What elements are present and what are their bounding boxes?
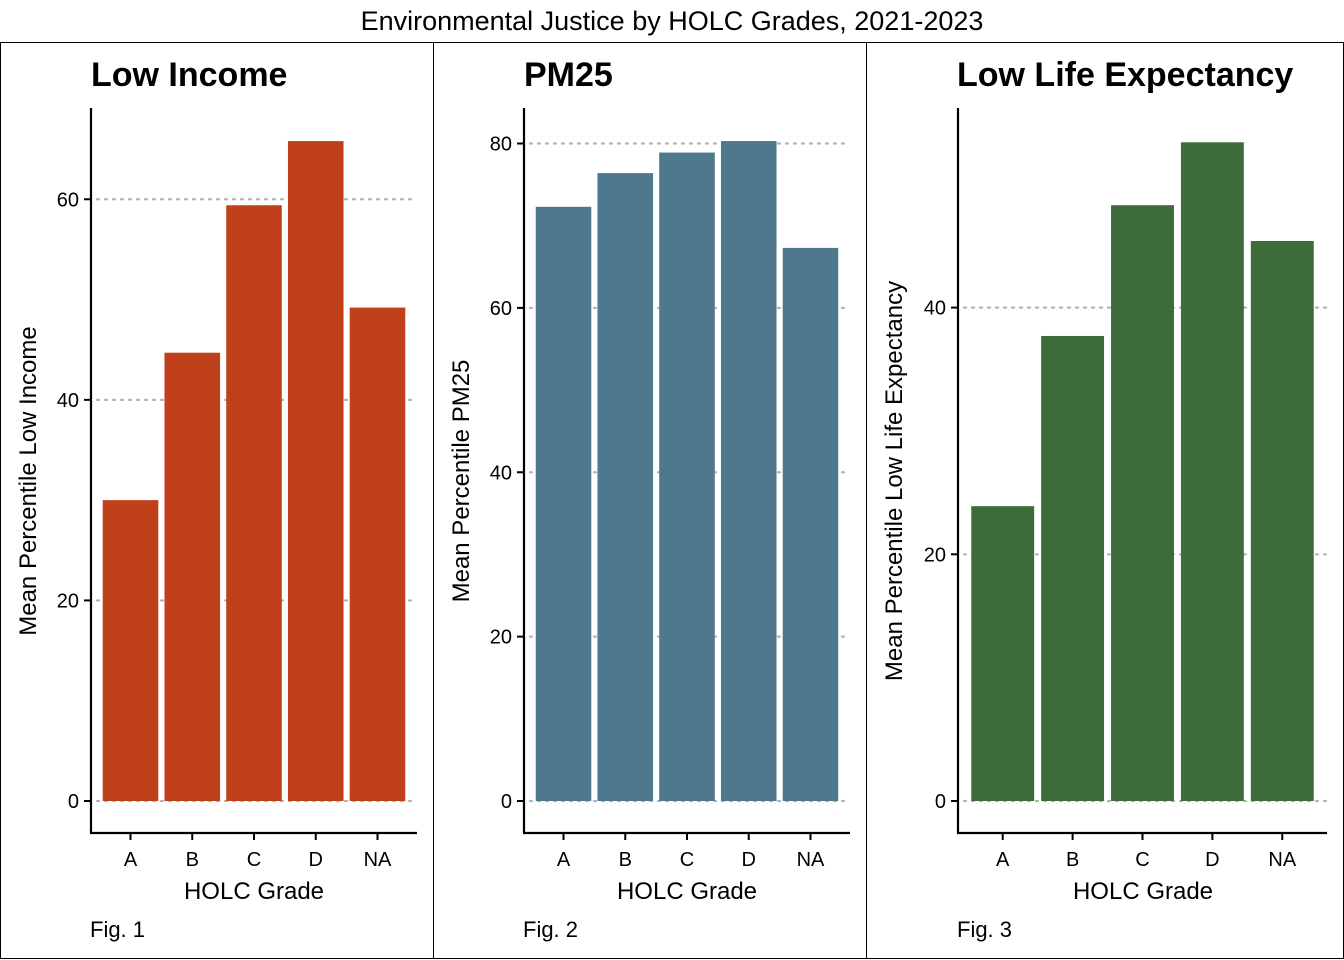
x-tick-label: NA — [1268, 849, 1296, 871]
bar-d — [1180, 142, 1244, 801]
figure-caption: Fig. 3 — [957, 917, 1013, 942]
bar-b — [1041, 335, 1105, 801]
bar-c — [659, 152, 715, 801]
y-tick-label: 0 — [935, 791, 946, 813]
bar-c — [226, 205, 282, 801]
y-tick-label: 40 — [924, 298, 946, 320]
y-tick-label: 20 — [57, 590, 79, 612]
y-axis-title: Mean Percentile Low Income — [15, 326, 42, 636]
x-tick-label: A — [557, 849, 571, 871]
x-tick-label: NA — [364, 849, 392, 871]
bar-a — [971, 506, 1035, 801]
x-tick-label: B — [1066, 849, 1079, 871]
x-tick-label: A — [996, 849, 1010, 871]
y-axis-title: Mean Percentile PM25 — [448, 360, 475, 603]
bar-na — [782, 247, 839, 801]
x-tick-label: C — [247, 849, 261, 871]
bar-a — [102, 500, 159, 801]
figure-caption: Fig. 1 — [90, 917, 146, 942]
bar-na — [1250, 240, 1314, 802]
panel-low-life-expectancy: Low Life Expectancy 0 20 40 A B C D NA HOLC Grad… — [866, 42, 1344, 959]
bar-d — [287, 141, 344, 801]
panel-low-income: Low Income 0 20 40 60 A B C D NA HOLC Grade Mean P… — [0, 42, 434, 959]
x-tick-label: NA — [797, 849, 825, 871]
bar-d — [720, 141, 777, 801]
bar-na — [349, 307, 406, 801]
x-tick-label: D — [742, 849, 756, 871]
chart-low-income: 0 20 40 60 A B C D NA HOLC Grade Mean Percentile L… — [15, 108, 419, 905]
x-axis-title: HOLC Grade — [1073, 878, 1213, 905]
figure-caption: Fig. 2 — [523, 917, 579, 942]
y-tick-label: 20 — [924, 544, 946, 566]
panel-pm25: PM25 0 20 40 60 80 A B C D NA HOLC Grade Mean Perce… — [433, 42, 867, 959]
panel-title: Low Life Expectancy — [957, 56, 1294, 94]
x-axis-title: HOLC Grade — [617, 878, 757, 905]
x-tick-label: B — [619, 849, 632, 871]
bar-b — [597, 173, 654, 802]
y-tick-label: 0 — [68, 791, 79, 813]
panel-title: Low Income — [91, 56, 288, 94]
y-tick-label: 40 — [490, 462, 512, 484]
x-tick-label: C — [1135, 849, 1149, 871]
chart-pm25: 0 20 40 60 80 A B C D NA HOLC Grade Mean Percentile… — [448, 108, 852, 905]
y-tick-label: 60 — [57, 189, 79, 211]
x-tick-label: A — [124, 849, 138, 871]
y-tick-label: 80 — [490, 134, 512, 156]
x-tick-label: B — [186, 849, 199, 871]
x-tick-label: D — [1205, 849, 1219, 871]
figure-title: Environmental Justice by HOLC Grades, 20… — [360, 6, 984, 36]
y-tick-label: 40 — [57, 390, 79, 412]
bar-b — [164, 352, 221, 801]
chart-low-life-expectancy: 0 20 40 A B C D NA HOLC Grade Mean Percentile Low… — [881, 108, 1329, 905]
y-tick-label: 0 — [501, 791, 512, 813]
x-tick-label: D — [309, 849, 323, 871]
bar-c — [1111, 205, 1174, 802]
bar-a — [535, 206, 592, 801]
x-tick-label: C — [680, 849, 694, 871]
y-tick-label: 20 — [490, 627, 512, 649]
x-axis-title: HOLC Grade — [184, 878, 324, 905]
panel-title: PM25 — [524, 56, 613, 94]
y-axis-title: Mean Percentile Low Life Expectancy — [881, 281, 908, 681]
y-tick-label: 60 — [490, 298, 512, 320]
